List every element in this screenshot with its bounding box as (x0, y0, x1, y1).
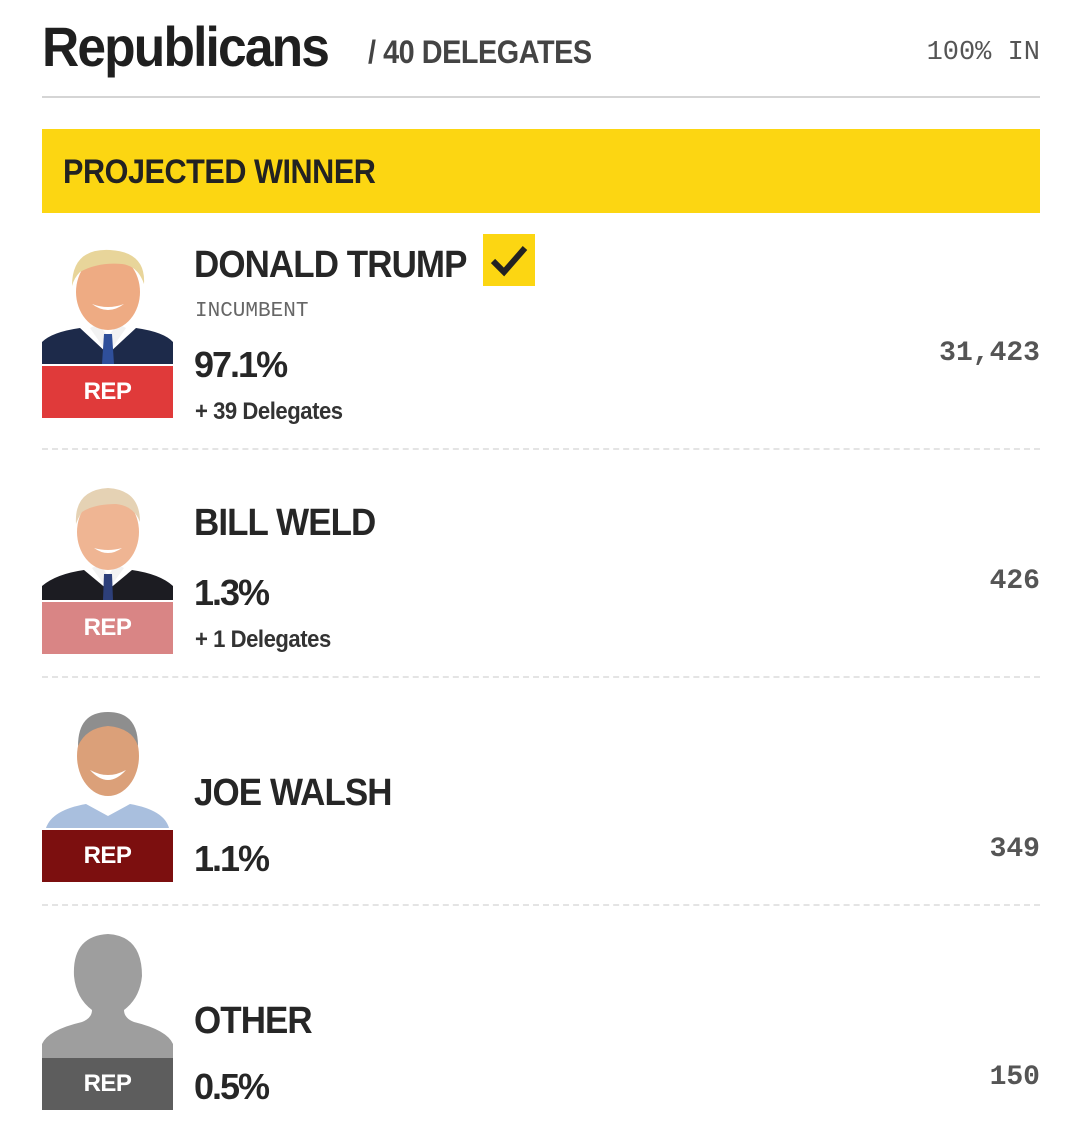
candidate-row-weld[interactable]: REP BILL WELD 1.3% + 1 Delegates 426 (42, 468, 1040, 676)
vote-percent: 97.1% (194, 344, 288, 385)
check-icon (483, 234, 535, 286)
vote-percent: 1.1% (194, 838, 270, 879)
vote-count: 426 (989, 566, 1040, 597)
delegates-won: + 39 Delegates (195, 398, 343, 425)
party-tag: REP (42, 366, 173, 418)
candidate-name: BILL WELD (194, 502, 376, 544)
candidate-photo-weld (42, 478, 173, 600)
header-divider (42, 96, 1040, 98)
candidate-photo-walsh (42, 706, 173, 828)
person-silhouette-icon (42, 926, 173, 1058)
candidate-name: DONALD TRUMP (194, 244, 467, 286)
party-tag: REP (42, 830, 173, 882)
candidate-row-other[interactable]: REP OTHER 0.5% 150 (42, 926, 1040, 1116)
candidate-name: OTHER (194, 1000, 313, 1042)
row-divider (42, 448, 1040, 450)
reporting-status: 100% IN (926, 38, 1040, 68)
party-title: Republicans (42, 15, 330, 78)
vote-count: 31,423 (939, 338, 1040, 369)
vote-count: 150 (989, 1062, 1040, 1093)
candidate-name: JOE WALSH (194, 772, 393, 814)
vote-percent: 1.3% (194, 572, 270, 613)
candidate-photo-trump (42, 242, 173, 364)
party-tag: REP (42, 602, 173, 654)
party-tag: REP (42, 1058, 173, 1110)
candidate-row-walsh[interactable]: REP JOE WALSH 1.1% 349 (42, 698, 1040, 904)
vote-count: 349 (989, 834, 1040, 865)
results-header: Republicans / 40 DELEGATES 100% IN (42, 10, 1040, 96)
vote-percent: 0.5% (194, 1066, 270, 1107)
incumbent-label: INCUMBENT (195, 300, 309, 323)
projected-winner-label: PROJECTED WINNER (63, 153, 376, 191)
delegates-won: + 1 Delegates (195, 626, 331, 653)
row-divider (42, 676, 1040, 678)
delegates-total: / 40 DELEGATES (368, 34, 592, 70)
projected-winner-banner: PROJECTED WINNER (42, 129, 1040, 213)
row-divider (42, 904, 1040, 906)
candidate-row-trump[interactable]: REP DONALD TRUMP INCUMBENT 97.1% + 39 De… (42, 230, 1040, 448)
